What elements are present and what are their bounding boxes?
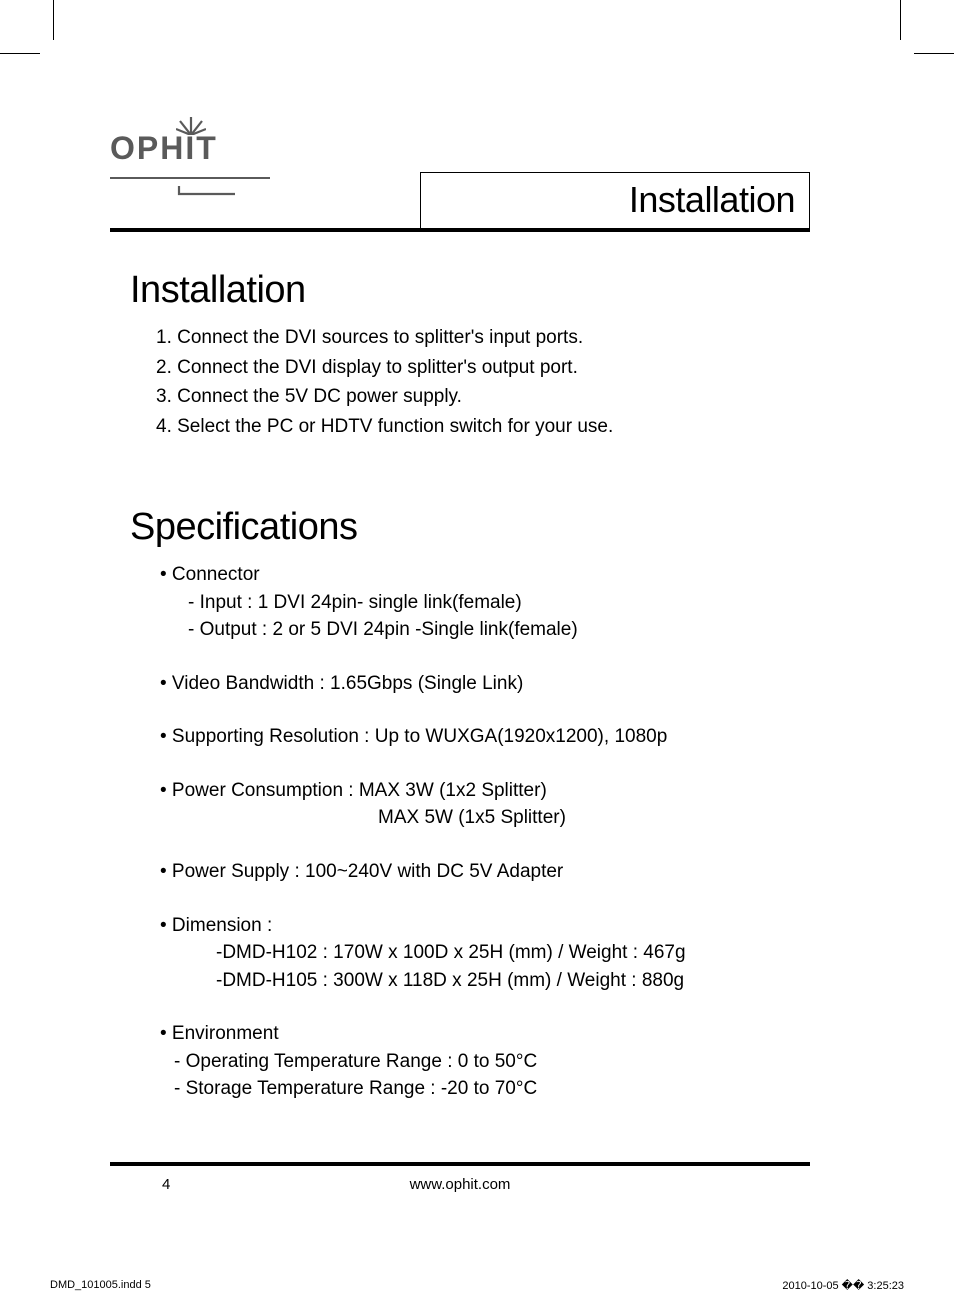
install-step: 1. Connect the DVI sources to splitter's… [156, 324, 810, 352]
installation-section: Installation 1. Connect the DVI sources … [110, 269, 810, 440]
spec-value: • Supporting Resolution : Up to WUXGA(19… [160, 723, 810, 751]
header-title-box: Installation [420, 172, 810, 229]
spec-bandwidth: • Video Bandwidth : 1.65Gbps (Single Lin… [130, 670, 810, 698]
footer-rule [110, 1162, 810, 1166]
spec-dimension: • Dimension : -DMD-H102 : 170W x 100D x … [130, 912, 810, 995]
crop-mark [914, 53, 954, 54]
spec-value: -DMD-H102 : 170W x 100D x 25H (mm) / Wei… [160, 939, 810, 967]
spec-environment: • Environment - Operating Temperature Ra… [130, 1020, 810, 1103]
footer-url: www.ophit.com [110, 1176, 810, 1193]
spec-power-consumption: • Power Consumption : MAX 3W (1x2 Splitt… [130, 777, 810, 832]
install-step: 4. Select the PC or HDTV function switch… [156, 413, 810, 441]
crop-mark [53, 0, 54, 40]
spec-label: • Dimension : [160, 912, 810, 940]
spec-value: -DMD-H105 : 300W x 118D x 25H (mm) / Wei… [160, 967, 810, 995]
spec-value: - Operating Temperature Range : 0 to 50°… [160, 1048, 810, 1076]
specifications-section: Specifications • Connector - Input : 1 D… [110, 506, 810, 1103]
spec-value: MAX 5W (1x5 Splitter) [160, 804, 810, 832]
print-timestamp: 2010-10-05 �� 3:25:23 [782, 1279, 904, 1292]
spec-power-supply: • Power Supply : 100~240V with DC 5V Ada… [130, 858, 810, 886]
crop-mark [900, 0, 901, 40]
installation-steps: 1. Connect the DVI sources to splitter's… [130, 324, 810, 440]
spec-resolution: • Supporting Resolution : Up to WUXGA(19… [130, 723, 810, 751]
brand-logo-text: OPHI [110, 130, 218, 167]
print-file: DMD_101005.indd 5 [50, 1279, 151, 1291]
header-rule [110, 228, 810, 232]
header-title: Installation [629, 179, 795, 220]
install-step: 3. Connect the 5V DC power supply. [156, 383, 810, 411]
spec-value: - Storage Temperature Range : -20 to 70°… [160, 1075, 810, 1103]
crop-mark [0, 53, 40, 54]
spec-value: - Output : 2 or 5 DVI 24pin -Single link… [160, 616, 810, 644]
install-step: 2. Connect the DVI display to splitter's… [156, 354, 810, 382]
brand-logo: OPHI [110, 130, 280, 179]
spec-label: • Connector [160, 561, 810, 589]
spec-connector: • Connector - Input : 1 DVI 24pin- singl… [130, 561, 810, 644]
logo-underline [110, 177, 270, 179]
spec-value: - Input : 1 DVI 24pin- single link(femal… [160, 589, 810, 617]
page-content: OPHI [110, 130, 810, 1103]
spec-value: • Video Bandwidth : 1.65Gbps (Single Lin… [160, 670, 810, 698]
print-metadata: DMD_101005.indd 5 2010-10-05 �� 3:25:23 [50, 1279, 904, 1292]
logo-burst-icon [176, 106, 206, 130]
spec-value: • Power Consumption : MAX 3W (1x2 Splitt… [160, 777, 810, 805]
spec-value: • Power Supply : 100~240V with DC 5V Ada… [160, 858, 810, 886]
logo-foot-icon [177, 167, 237, 177]
specifications-heading: Specifications [130, 506, 810, 549]
installation-heading: Installation [130, 269, 810, 312]
spec-label: • Environment [160, 1020, 810, 1048]
page-header: OPHI [110, 130, 810, 235]
